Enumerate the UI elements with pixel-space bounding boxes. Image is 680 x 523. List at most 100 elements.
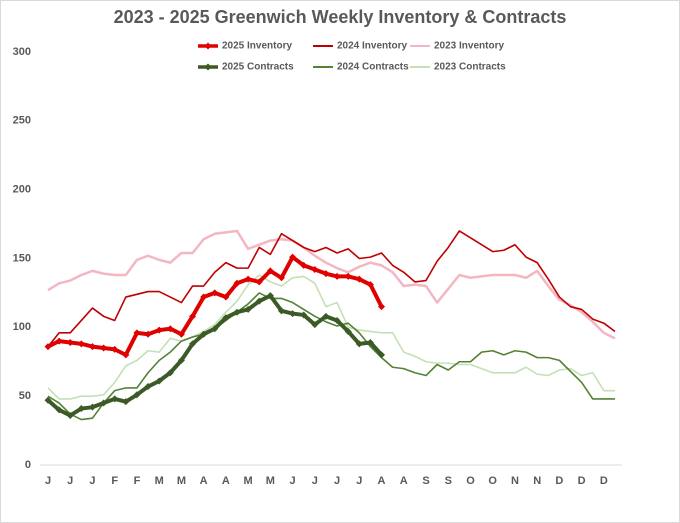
x-tick-label: F: [134, 475, 141, 487]
point-marker: [177, 330, 185, 338]
x-tick-label: J: [67, 475, 73, 487]
point-marker: [88, 403, 96, 411]
point-marker: [166, 325, 174, 333]
point-marker: [155, 377, 163, 385]
point-marker: [66, 338, 74, 346]
legend-label: 2024 Contracts: [337, 62, 409, 73]
legend-label: 2023 Contracts: [434, 62, 506, 73]
x-tick-label: J: [334, 475, 340, 487]
y-tick-label: 150: [13, 252, 31, 264]
point-marker: [344, 327, 352, 335]
point-marker: [311, 266, 319, 274]
y-tick-label: 200: [13, 184, 31, 196]
x-tick-label: F: [111, 475, 118, 487]
point-marker: [189, 312, 197, 320]
x-tick-label: M: [177, 475, 186, 487]
x-tick-label: M: [244, 475, 253, 487]
x-tick-label: D: [578, 475, 586, 487]
x-tick-label: M: [266, 475, 275, 487]
y-tick-label: 0: [25, 459, 31, 471]
point-marker: [244, 305, 252, 313]
series-line: [47, 229, 616, 340]
point-marker: [333, 272, 341, 280]
x-tick-label: A: [378, 475, 386, 487]
x-tick-label: J: [45, 475, 51, 487]
x-tick-label: S: [445, 475, 452, 487]
point-marker: [77, 405, 85, 413]
point-marker: [322, 312, 330, 320]
point-marker: [122, 351, 130, 359]
x-tick-label: O: [466, 475, 475, 487]
x-tick-label: A: [400, 475, 408, 487]
point-marker: [44, 343, 52, 351]
point-marker: [155, 326, 163, 334]
point-marker: [189, 340, 197, 348]
point-marker: [144, 383, 152, 391]
point-marker: [55, 406, 63, 414]
x-tick-label: A: [222, 475, 230, 487]
x-tick-label: J: [89, 475, 95, 487]
point-marker: [344, 272, 352, 280]
y-tick-label: 100: [13, 321, 31, 333]
point-marker: [66, 411, 74, 419]
point-marker: [133, 391, 141, 399]
point-marker: [289, 253, 297, 261]
point-marker: [355, 340, 363, 348]
point-marker: [255, 297, 263, 305]
series-line: [47, 292, 615, 421]
point-marker: [111, 345, 119, 353]
point-marker: [100, 344, 108, 352]
legend-marker: [204, 42, 212, 50]
point-marker: [44, 396, 52, 404]
x-tick-label: S: [422, 475, 429, 487]
point-marker: [255, 278, 263, 286]
series-line: [47, 230, 616, 348]
x-tick-label: N: [533, 475, 541, 487]
point-marker: [289, 310, 297, 318]
point-marker: [277, 274, 285, 282]
x-tick-label: J: [356, 475, 362, 487]
point-marker: [233, 308, 241, 316]
point-marker: [100, 399, 108, 407]
legend-label: 2025 Inventory: [222, 41, 292, 52]
point-marker: [166, 369, 174, 377]
point-marker: [378, 303, 386, 311]
point-marker: [200, 330, 208, 338]
x-tick-label: M: [155, 475, 164, 487]
point-marker: [244, 275, 252, 283]
point-marker: [211, 289, 219, 297]
point-marker: [266, 267, 274, 275]
legend-label: 2025 Contracts: [222, 62, 294, 73]
x-tick-label: J: [312, 475, 318, 487]
point-marker: [311, 321, 319, 329]
x-tick-label: J: [290, 475, 296, 487]
point-marker: [233, 279, 241, 287]
point-marker: [122, 398, 130, 406]
y-tick-label: 50: [19, 390, 31, 402]
point-marker: [222, 293, 230, 301]
series-line: [47, 274, 615, 400]
point-marker: [211, 325, 219, 333]
legend-label: 2024 Inventory: [337, 41, 407, 52]
point-marker: [55, 337, 63, 345]
point-marker: [200, 293, 208, 301]
point-marker: [144, 330, 152, 338]
point-marker: [366, 281, 374, 289]
x-tick-label: D: [600, 475, 608, 487]
point-marker: [333, 316, 341, 324]
point-marker: [355, 275, 363, 283]
point-marker: [77, 340, 85, 348]
point-marker: [177, 356, 185, 364]
point-marker: [266, 292, 274, 300]
point-marker: [322, 270, 330, 278]
y-tick-label: 300: [13, 46, 31, 58]
x-tick-label: A: [200, 475, 208, 487]
x-tick-label: N: [511, 475, 519, 487]
x-tick-label: D: [555, 475, 563, 487]
chart-title: 2023 - 2025 Greenwich Weekly Inventory &…: [114, 7, 567, 27]
point-marker: [111, 395, 119, 403]
legend-label: 2023 Inventory: [434, 41, 504, 52]
y-tick-label: 250: [13, 115, 31, 127]
